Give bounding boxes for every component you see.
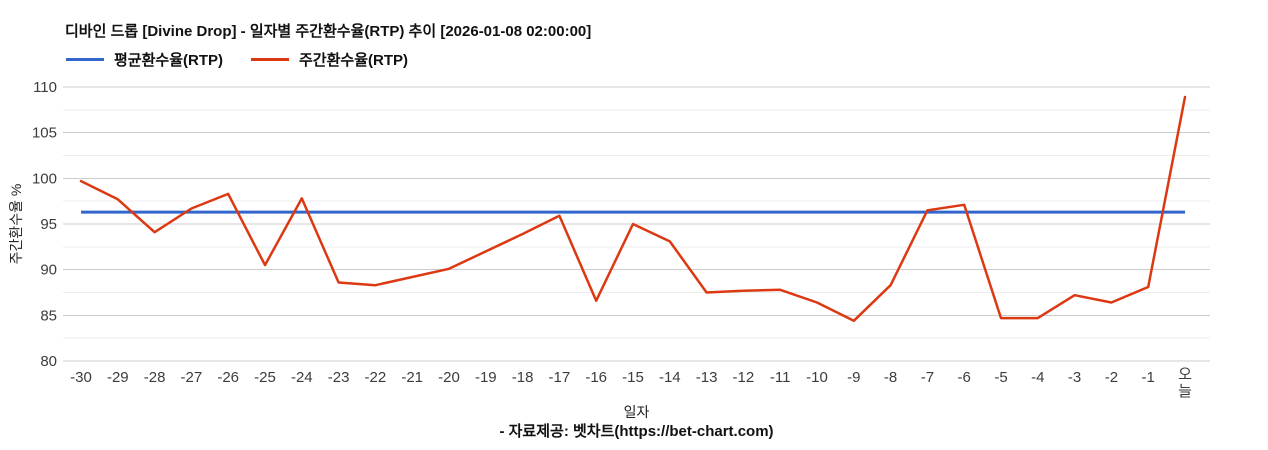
svg-text:-26: -26 xyxy=(217,369,239,386)
x-axis-title: 일자 xyxy=(623,404,650,420)
svg-text:-16: -16 xyxy=(585,369,607,386)
svg-text:-24: -24 xyxy=(291,369,313,386)
svg-text:-19: -19 xyxy=(475,369,497,386)
svg-text:-14: -14 xyxy=(659,369,681,386)
svg-text:-2: -2 xyxy=(1105,369,1118,386)
svg-text:-9: -9 xyxy=(847,369,860,386)
svg-text:-13: -13 xyxy=(696,369,718,386)
svg-text:80: 80 xyxy=(40,353,57,370)
svg-text:85: 85 xyxy=(40,307,57,324)
legend-label-average: 평균환수율(RTP) xyxy=(114,52,223,69)
svg-text:-4: -4 xyxy=(1031,369,1044,386)
svg-text:-27: -27 xyxy=(181,369,203,386)
svg-text:-20: -20 xyxy=(438,369,460,386)
svg-text:110: 110 xyxy=(33,79,57,96)
chart-title: 디바인 드롭 [Divine Drop] - 일자별 주간환수율(RTP) 추이… xyxy=(65,23,592,40)
chart-canvas[interactable]: 80 85 90 95 100 105 110 -30 -29 -28 -27 -26 -25 -24 -2… xyxy=(0,75,1268,405)
source-credit: - 자료제공: 벳차트(https://bet-chart.com) xyxy=(499,423,774,440)
svg-text:-17: -17 xyxy=(549,369,571,386)
svg-text:-25: -25 xyxy=(254,369,276,386)
chart-legend: 평균환수율(RTP) 주간환수율(RTP) xyxy=(66,49,408,70)
svg-text:-11: -11 xyxy=(770,369,791,386)
svg-text:오늘: 오늘 xyxy=(1178,366,1192,400)
svg-text:-8: -8 xyxy=(884,369,897,386)
weekly-line-swatch-icon xyxy=(251,58,289,61)
average-line-swatch-icon xyxy=(66,58,104,61)
svg-text:-18: -18 xyxy=(512,369,534,386)
svg-text:-5: -5 xyxy=(994,369,1007,386)
gridlines-major xyxy=(63,86,1210,362)
svg-text:-3: -3 xyxy=(1068,369,1081,386)
svg-text:-21: -21 xyxy=(401,369,423,386)
svg-text:-28: -28 xyxy=(144,369,166,386)
svg-text:-15: -15 xyxy=(622,369,644,386)
svg-text:-10: -10 xyxy=(806,369,828,386)
svg-text:-6: -6 xyxy=(958,369,971,386)
legend-item-average: 평균환수율(RTP) xyxy=(66,49,223,70)
svg-text:105: 105 xyxy=(32,125,57,142)
svg-text:-30: -30 xyxy=(70,369,92,386)
svg-text:90: 90 xyxy=(40,262,57,279)
svg-text:-7: -7 xyxy=(921,369,934,386)
x-tick-labels: -30 -29 -28 -27 -26 -25 -24 -23 -22 -21 -20 -19 -18-… xyxy=(70,366,1192,400)
svg-text:-29: -29 xyxy=(107,369,129,386)
svg-text:100: 100 xyxy=(32,170,57,187)
svg-text:-1: -1 xyxy=(1142,369,1155,386)
svg-text:-23: -23 xyxy=(328,369,350,386)
svg-text:-12: -12 xyxy=(733,369,755,386)
legend-item-weekly: 주간환수율(RTP) xyxy=(251,49,408,70)
legend-label-weekly: 주간환수율(RTP) xyxy=(299,52,408,69)
weekly-rtp-line xyxy=(79,95,1187,323)
y-tick-labels: 80 85 90 95 100 105 110 xyxy=(32,79,57,370)
svg-text:-22: -22 xyxy=(365,369,387,386)
svg-text:95: 95 xyxy=(40,216,57,233)
